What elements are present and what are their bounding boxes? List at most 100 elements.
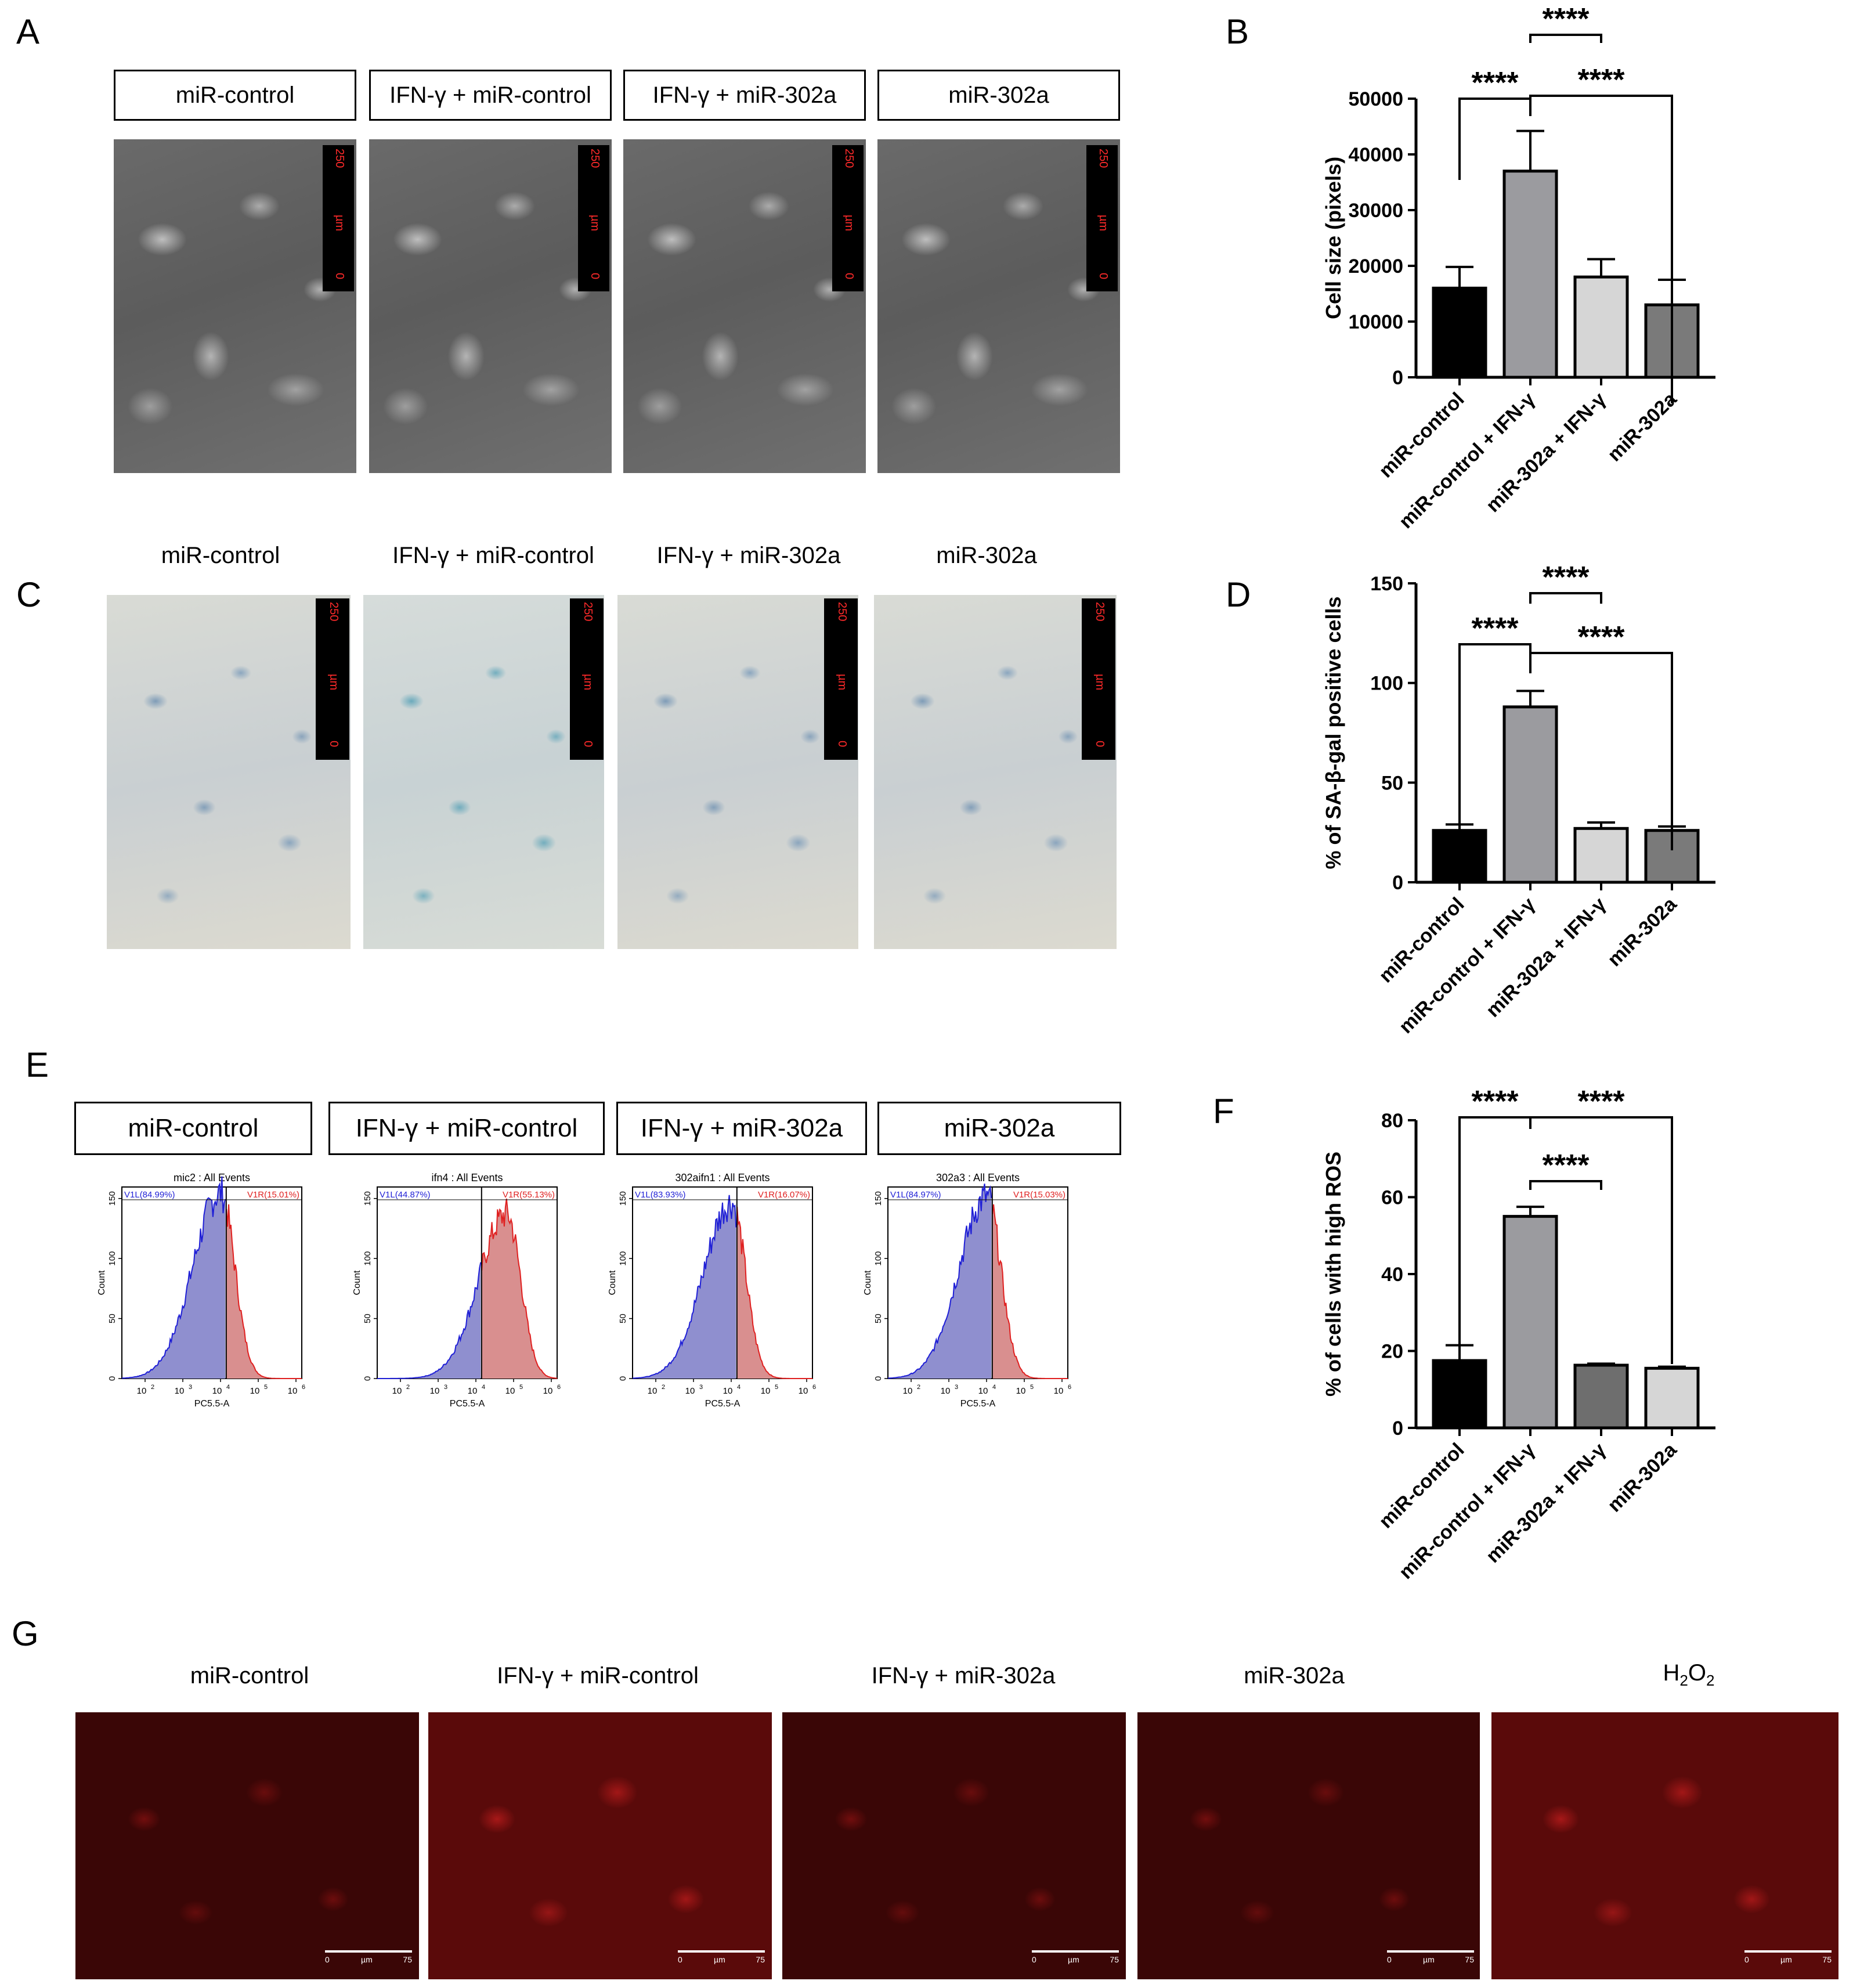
- histogram-right-gate-label: V1R(15.03%): [1013, 1190, 1065, 1200]
- significance-bracket: [1529, 34, 1602, 43]
- histogram-x-tick-exponent: 3: [189, 1384, 192, 1391]
- histogram-right-area: [992, 1204, 1068, 1379]
- y-tick-label: 0: [1392, 1417, 1403, 1439]
- bar: [1502, 169, 1558, 379]
- scale-bar-value: 75: [403, 1955, 412, 1964]
- panel-g-label-mir-302a: miR-302a: [1244, 1663, 1345, 1688]
- scale-bar-zero: 0: [678, 1955, 682, 1964]
- panel-letter-c: C: [16, 575, 42, 614]
- scale-bar-value: 250: [333, 149, 346, 168]
- scale-bar-unit: µm: [1423, 1955, 1435, 1964]
- panel-g-fluorescence-2: 0 µm 75: [428, 1712, 772, 1979]
- histogram-x-tick-label: 10: [648, 1386, 658, 1396]
- panel-c-stain-4: 250 µm 0: [874, 595, 1117, 949]
- panel-g-label-ifn-mir-control: IFN-γ + miR-control: [497, 1663, 699, 1688]
- bar: [1432, 286, 1487, 379]
- y-tick-label: 40: [1381, 1264, 1403, 1286]
- scale-bar-value: 75: [1110, 1955, 1119, 1964]
- bar: [1502, 1215, 1558, 1430]
- scale-bar: 250 µm 0: [316, 598, 349, 760]
- scale-bar-unit: µm: [843, 215, 855, 232]
- histogram-x-tick-exponent: 6: [302, 1384, 305, 1391]
- panel-g-label-ifn-mir-302a: IFN-γ + miR-302a: [871, 1663, 1056, 1688]
- histogram-x-tick-label: 10: [468, 1386, 478, 1396]
- scale-bar-zero: 0: [588, 273, 601, 280]
- histogram-x-tick-exponent: 5: [519, 1384, 523, 1391]
- histogram-x-tick-exponent: 6: [812, 1384, 816, 1391]
- y-axis-label: Cell size (pixels): [1321, 157, 1345, 319]
- significance-bracket: [1458, 98, 1531, 180]
- significance-bracket: [1529, 592, 1602, 604]
- histogram-x-tick-exponent: 4: [482, 1384, 485, 1391]
- panel-letter-g: G: [12, 1614, 39, 1653]
- panel-letter-d: D: [1226, 575, 1251, 614]
- histogram-left-line: [377, 1262, 482, 1379]
- histogram-y-tick-label: 150: [363, 1191, 373, 1206]
- histogram-x-tick-label: 10: [392, 1386, 402, 1396]
- panel-letter-b: B: [1226, 12, 1249, 51]
- x-tick-label: miR-302a: [1603, 893, 1682, 971]
- panel-a-label-mir-control: miR-control: [114, 70, 356, 121]
- scale-bar-value: 250: [581, 602, 594, 622]
- significance-label: ****: [1543, 1149, 1590, 1182]
- histogram-x-tick-label: 10: [978, 1386, 988, 1396]
- bar: [1573, 1363, 1629, 1430]
- panel-d-sa-beta-gal-chart: 0 50 100 150 % of SA-β-gal positive cells miR…: [1321, 561, 1715, 1038]
- histogram-left-gate-label: V1L(83.93%): [635, 1190, 686, 1200]
- y-tick-label: 50000: [1348, 88, 1403, 110]
- panel-c-stain-1: 250 µm 0: [107, 595, 351, 949]
- histogram-y-tick-label: 50: [363, 1314, 373, 1323]
- bar: [1573, 275, 1629, 379]
- scale-bar: 250 µm 0: [1082, 598, 1115, 760]
- histogram-x-label: PC5.5-A: [960, 1399, 996, 1409]
- histogram-x-tick-label: 10: [941, 1386, 951, 1396]
- bar: [1432, 1359, 1487, 1430]
- histogram-y-tick-label: 0: [363, 1376, 373, 1381]
- scale-bar-value: 250: [1097, 149, 1110, 168]
- h2o2-o: O: [1688, 1660, 1706, 1686]
- histogram-x-tick-exponent: 6: [557, 1384, 561, 1391]
- histogram-x-tick-exponent: 6: [1068, 1384, 1071, 1391]
- histogram-x-tick-label: 10: [250, 1386, 260, 1396]
- histogram-left-area: [377, 1262, 481, 1379]
- histogram-left-area: [888, 1184, 992, 1379]
- histogram-y-tick-label: 150: [618, 1191, 628, 1206]
- significance-label: ****: [1578, 63, 1626, 97]
- histogram-y-label: Count: [97, 1270, 107, 1295]
- bar: [1644, 1366, 1700, 1430]
- scale-bar-zero: 0: [1387, 1955, 1392, 1964]
- y-tick-label: 0: [1392, 872, 1403, 894]
- histogram-x-tick-exponent: 2: [917, 1384, 920, 1391]
- bar: [1502, 705, 1558, 884]
- histogram-y-label: Count: [608, 1270, 617, 1295]
- panel-c-label-ifn-mir-control: IFN-γ + miR-control: [392, 543, 594, 568]
- panel-a-micrograph-2: 250 µm 0: [369, 139, 612, 473]
- scale-bar-zero: 0: [581, 741, 594, 748]
- panel-a-label-ifn-mir-control: IFN-γ + miR-control: [369, 70, 612, 121]
- histogram-x-tick-label: 10: [505, 1386, 515, 1396]
- x-tick-label: miR-302a + IFN-γ: [1482, 388, 1610, 517]
- significance-label: ****: [1472, 1085, 1519, 1119]
- scale-bar-zero: 0: [327, 741, 340, 748]
- scale-bar-value: 75: [1465, 1955, 1474, 1964]
- y-tick-label: 60: [1381, 1187, 1403, 1209]
- panel-a-micrograph-1: 250 µm 0: [114, 139, 356, 473]
- histogram-right-area: [737, 1206, 812, 1379]
- panel-a-micrograph-4: 250 µm 0: [877, 139, 1120, 473]
- panel-letter-e: E: [26, 1045, 49, 1084]
- histogram-left-line: [887, 1184, 992, 1379]
- scale-bar-value: 250: [327, 602, 340, 622]
- y-tick-label: 150: [1370, 573, 1403, 595]
- histogram-left-gate-label: V1L(84.99%): [124, 1190, 175, 1200]
- x-tick-label: miR-control + IFN-γ: [1395, 388, 1539, 533]
- h2o2-h: H: [1663, 1660, 1680, 1686]
- panel-g-fluorescence-1: 0 µm 75: [75, 1712, 419, 1979]
- panel-g-fluorescence-3: 0 µm 75: [782, 1712, 1126, 1979]
- scale-bar-value: 250: [836, 602, 848, 622]
- y-tick-label: 20000: [1348, 255, 1403, 277]
- histogram-x-tick-exponent: 2: [662, 1384, 665, 1391]
- scale-bar-unit: µm: [361, 1955, 373, 1964]
- bar: [1573, 827, 1629, 884]
- scale-bar: 0 µm 75: [1387, 1950, 1474, 1971]
